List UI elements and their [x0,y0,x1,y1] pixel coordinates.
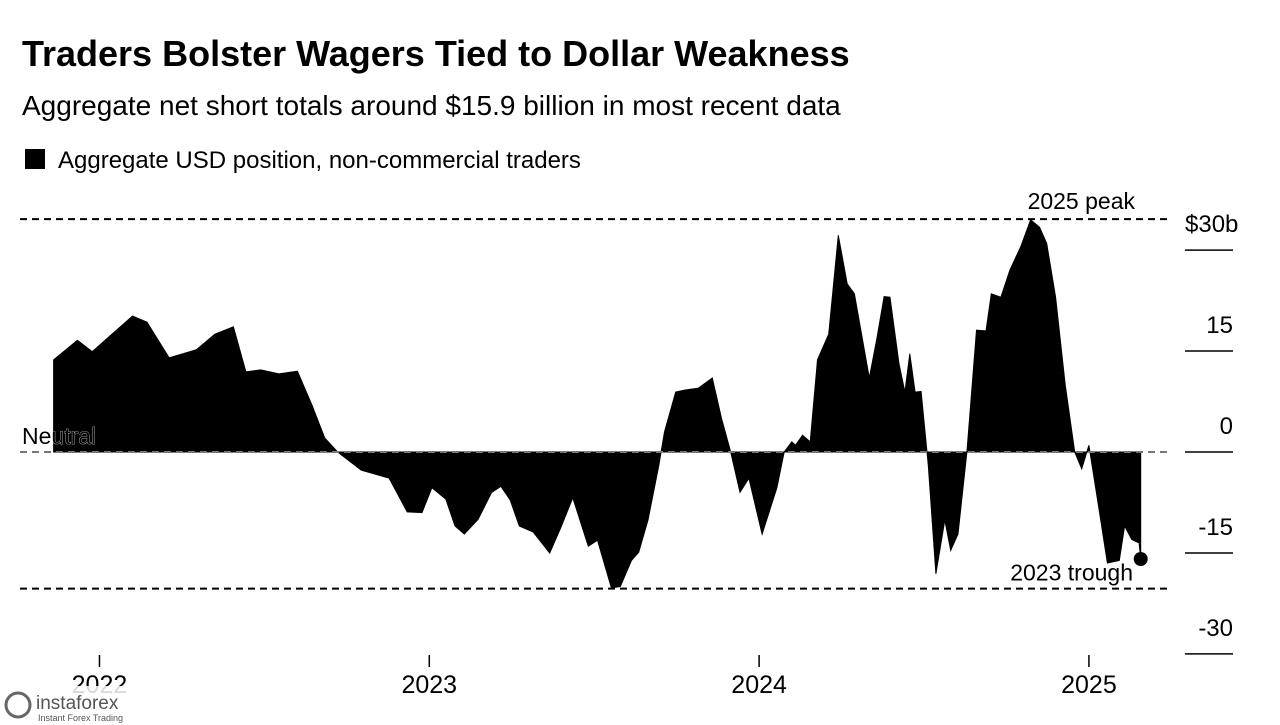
last-point [1133,552,1148,567]
area [53,218,1142,589]
chart-subtitle: Aggregate net short totals around $15.9 … [22,90,841,121]
chart-title: Traders Bolster Wagers Tied to Dollar We… [22,33,850,74]
x-tick-label: 2023 [401,671,457,699]
y-tick-label: -15 [1198,514,1233,541]
y-tick-label: 0 [1220,413,1233,440]
watermark-icon [4,691,32,719]
annotation-label: 2023 trough [1010,560,1133,586]
watermark: instaforex Instant Forex Trading [0,686,152,725]
watermark-tagline: Instant Forex Trading [38,713,123,723]
legend-label: Aggregate USD position, non-commercial t… [58,147,581,174]
annotation-label: Neutral [22,423,96,449]
x-tick-label: 2025 [1061,671,1117,699]
y-tick-label: -30 [1198,615,1233,642]
watermark-bg [0,686,152,725]
watermark-text: instaforex [36,693,119,714]
y-tick-label: $30b [1185,211,1238,238]
y-tick-label: 15 [1206,312,1233,339]
x-tick-label: 2024 [731,671,787,699]
legend-swatch [25,149,45,169]
annotation-label: 2025 peak [1028,188,1136,214]
